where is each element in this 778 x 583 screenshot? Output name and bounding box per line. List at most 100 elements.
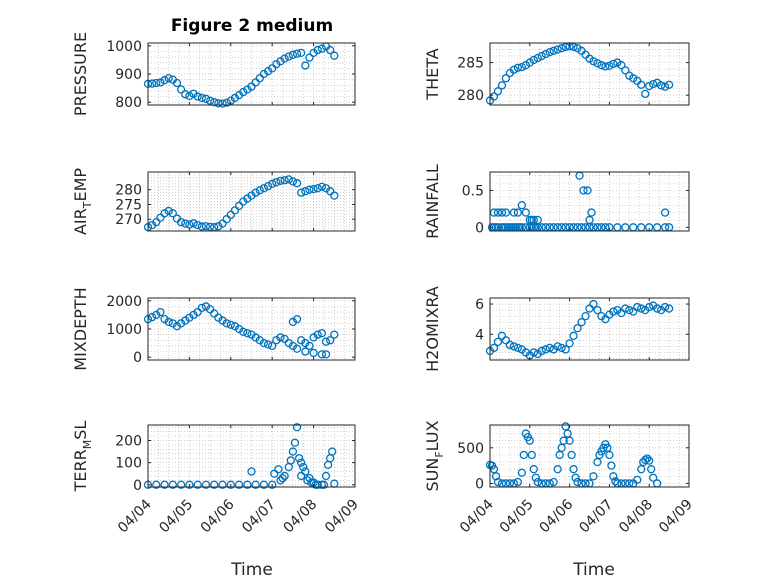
x-tick-label: 04/08 xyxy=(616,497,656,537)
data-point xyxy=(189,219,198,228)
data-point xyxy=(581,311,590,321)
data-point xyxy=(557,343,566,353)
data-point xyxy=(255,186,264,195)
data-point xyxy=(259,338,269,348)
data-point xyxy=(201,222,211,231)
x-tick-label: 04/05 xyxy=(156,497,196,537)
data-point xyxy=(268,341,277,351)
subplot-7: 0 100 200 TERRMSL 04/04 04/05 04/06 04/07 04/08 0… xyxy=(71,421,362,537)
data-point xyxy=(509,208,519,217)
axes-box xyxy=(489,297,690,361)
data-point xyxy=(491,472,501,481)
data-point xyxy=(251,480,260,489)
data-point xyxy=(579,186,588,195)
y-tick-label: 1000 xyxy=(106,39,142,55)
data-point xyxy=(305,341,314,351)
data-point xyxy=(317,182,327,191)
data-point xyxy=(549,46,558,55)
data-point xyxy=(647,465,656,474)
x-tick-label: 04/06 xyxy=(198,496,238,536)
data-point xyxy=(299,462,308,472)
data-point xyxy=(263,340,273,349)
data-point xyxy=(288,447,298,456)
x-tick-label: 04/07 xyxy=(576,497,616,537)
data-point xyxy=(292,179,302,188)
data-point xyxy=(311,480,320,489)
y-axis-label: TERRMSL xyxy=(71,421,94,493)
y-tick-label: 285 xyxy=(457,56,484,72)
data-point xyxy=(309,184,318,194)
data-point xyxy=(317,329,327,338)
x-tick-label: 04/09 xyxy=(322,497,362,537)
data-point xyxy=(210,309,219,318)
data-point xyxy=(625,305,634,315)
data-point xyxy=(573,477,582,487)
data-point xyxy=(251,188,260,197)
data-point xyxy=(156,78,165,87)
data-point xyxy=(609,59,618,69)
data-point xyxy=(557,44,566,53)
data-point xyxy=(660,208,670,217)
data-point xyxy=(593,305,602,315)
data-point xyxy=(565,339,574,348)
data-point xyxy=(278,473,287,483)
data-point xyxy=(218,219,227,228)
data-point xyxy=(292,49,302,58)
data-point xyxy=(653,479,662,488)
data-point xyxy=(313,45,322,55)
data-point xyxy=(326,45,335,55)
data-point xyxy=(255,74,264,83)
data-point xyxy=(168,209,177,218)
y-tick-label: 0 xyxy=(475,476,484,492)
y-tick-label: 275 xyxy=(115,197,142,213)
y-axis-label: H2OMIXRA xyxy=(423,286,442,372)
subplot-1: 800 900 1000 PRESSURE xyxy=(71,32,356,116)
data-point xyxy=(193,307,202,317)
data-point xyxy=(247,82,256,91)
y-tick-label: 2000 xyxy=(106,294,142,310)
data-point xyxy=(609,472,618,481)
data-point xyxy=(328,447,337,456)
data-point xyxy=(230,206,240,215)
data-point xyxy=(305,53,314,62)
data-point xyxy=(593,59,602,68)
y-tick-label: 0.5 xyxy=(462,183,484,199)
data-point xyxy=(581,50,590,59)
data-point xyxy=(218,99,227,108)
data-point xyxy=(268,179,277,188)
data-point xyxy=(317,44,327,53)
data-point xyxy=(589,299,598,309)
data-point xyxy=(156,307,165,317)
data-point xyxy=(301,347,310,356)
data-point xyxy=(222,319,231,328)
data-point xyxy=(243,480,252,489)
data-point xyxy=(629,223,638,232)
data-point xyxy=(276,476,285,485)
data-point xyxy=(268,480,277,489)
y-axis-label: RAINFALL xyxy=(423,164,442,239)
data-point xyxy=(505,340,515,350)
data-point xyxy=(649,473,658,482)
data-point xyxy=(263,182,273,191)
data-point xyxy=(307,478,316,487)
data-point xyxy=(587,208,596,217)
data-point xyxy=(297,458,306,467)
data-point xyxy=(326,187,335,196)
data-point xyxy=(181,90,190,99)
data-point xyxy=(292,314,302,324)
figure-title: Figure 2 medium xyxy=(171,16,333,36)
data-point xyxy=(633,475,642,485)
data-point xyxy=(519,450,528,460)
axes-box xyxy=(147,171,356,232)
data-point xyxy=(226,480,235,489)
x-tick-label: 04/05 xyxy=(497,497,537,537)
data-point xyxy=(152,78,161,88)
data-point xyxy=(601,62,610,71)
data-point xyxy=(660,302,670,312)
data-point xyxy=(309,348,318,358)
data-point xyxy=(664,304,674,313)
data-point xyxy=(247,467,256,476)
data-point xyxy=(319,480,329,489)
y-tick-label: 270 xyxy=(115,212,142,228)
